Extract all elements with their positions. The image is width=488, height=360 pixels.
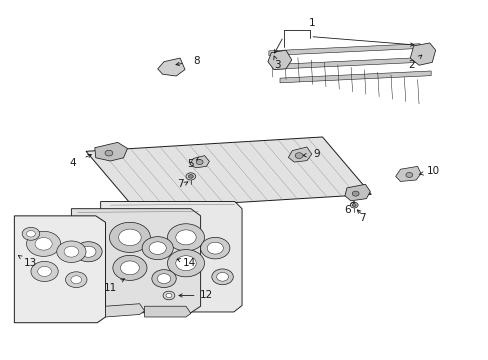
Circle shape [113, 255, 147, 280]
Circle shape [22, 227, 40, 240]
Polygon shape [344, 184, 369, 201]
Circle shape [176, 256, 196, 271]
Circle shape [71, 276, 81, 284]
Circle shape [200, 237, 229, 259]
Text: 7: 7 [359, 213, 365, 223]
Circle shape [165, 293, 171, 298]
Polygon shape [189, 156, 209, 168]
Text: 8: 8 [193, 56, 200, 66]
Circle shape [167, 249, 204, 277]
Circle shape [64, 246, 79, 257]
Circle shape [216, 273, 228, 281]
Circle shape [196, 159, 203, 165]
Polygon shape [288, 147, 311, 162]
Circle shape [351, 204, 355, 207]
Text: 5: 5 [187, 159, 194, 169]
Circle shape [57, 241, 86, 262]
Polygon shape [101, 202, 242, 312]
Polygon shape [71, 209, 200, 313]
Text: 11: 11 [103, 283, 117, 293]
Circle shape [157, 274, 170, 284]
Circle shape [81, 246, 96, 257]
Circle shape [167, 224, 204, 251]
Circle shape [152, 270, 176, 288]
Circle shape [109, 222, 150, 252]
Polygon shape [105, 304, 144, 317]
Text: 13: 13 [23, 258, 37, 268]
Circle shape [163, 291, 174, 300]
Polygon shape [14, 216, 105, 323]
Circle shape [31, 261, 58, 282]
Text: 12: 12 [199, 291, 212, 301]
Polygon shape [144, 306, 190, 317]
Circle shape [105, 150, 113, 156]
Polygon shape [409, 43, 435, 65]
Circle shape [75, 242, 102, 262]
Text: 10: 10 [426, 166, 439, 176]
Circle shape [207, 242, 223, 254]
Circle shape [211, 269, 233, 285]
Polygon shape [267, 50, 291, 69]
Text: 1: 1 [308, 18, 314, 28]
Circle shape [351, 191, 358, 196]
Circle shape [26, 230, 35, 237]
Circle shape [142, 237, 173, 260]
Text: 9: 9 [313, 149, 319, 159]
Circle shape [149, 242, 166, 255]
Circle shape [119, 229, 141, 246]
Polygon shape [158, 58, 184, 76]
Text: 2: 2 [407, 59, 414, 69]
Polygon shape [395, 166, 420, 181]
Polygon shape [268, 44, 419, 55]
Circle shape [38, 266, 51, 276]
Polygon shape [95, 142, 127, 161]
Polygon shape [280, 71, 430, 83]
Circle shape [26, 231, 61, 256]
Circle shape [35, 238, 52, 250]
Text: 7: 7 [177, 179, 183, 189]
Polygon shape [86, 137, 370, 209]
Circle shape [295, 153, 303, 158]
Circle shape [405, 172, 412, 177]
Text: 4: 4 [69, 158, 76, 168]
Circle shape [65, 272, 87, 288]
Circle shape [349, 202, 357, 208]
Circle shape [188, 175, 193, 178]
Text: 14: 14 [183, 258, 196, 268]
Text: 6: 6 [344, 206, 350, 216]
Circle shape [185, 173, 195, 180]
Circle shape [176, 230, 196, 245]
Polygon shape [274, 57, 425, 69]
Text: 3: 3 [274, 60, 281, 70]
Circle shape [120, 261, 139, 275]
